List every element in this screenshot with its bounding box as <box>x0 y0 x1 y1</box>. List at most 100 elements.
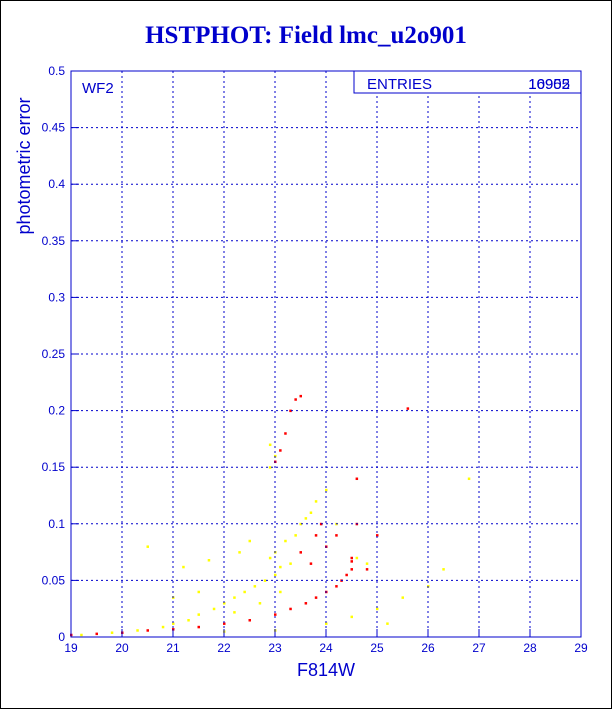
series-1-point-3 <box>146 629 149 632</box>
series-1-point-8 <box>274 613 277 616</box>
series-0-point-39 <box>350 615 353 619</box>
series-0-point-48 <box>233 611 236 614</box>
series-0-point-2 <box>136 629 139 632</box>
series-0-point-3 <box>161 625 165 629</box>
series-0-point-4 <box>172 622 175 625</box>
y-tick-label-10: 0.5 <box>48 64 65 78</box>
y-tick-label-7: 0.35 <box>42 234 66 248</box>
panel-label: WF2 <box>82 80 114 97</box>
scatter-points-layer <box>70 394 471 637</box>
ticks-layer: 19 20 21 22 23 24 25 26 27 28 29 0 0.05 0.1 0.15 0.2 0.2… <box>42 64 588 655</box>
x-tick-label-2: 21 <box>166 641 180 655</box>
series-1-point-27 <box>350 556 353 560</box>
series-0-point-13 <box>274 573 277 577</box>
series-0-point-6 <box>197 613 200 616</box>
series-0-point-45 <box>386 622 389 625</box>
series-0-point-31 <box>314 500 318 503</box>
series-0-point-9 <box>233 596 236 599</box>
series-0-point-22 <box>309 511 313 514</box>
y-tick-label-1: 0.05 <box>42 573 66 587</box>
series-0-point-41 <box>401 596 404 599</box>
x-tick-label-6: 25 <box>370 641 384 655</box>
series-1-point-16 <box>350 568 353 571</box>
y-tick-label-3: 0.15 <box>42 460 66 474</box>
y-tick-label-4: 0.2 <box>48 404 65 418</box>
series-0-point-19 <box>294 534 297 537</box>
series-1-point-7 <box>248 619 251 622</box>
series-0-point-29 <box>238 551 241 554</box>
series-0-point-14 <box>279 565 282 569</box>
series-0-point-16 <box>268 556 272 560</box>
series-0-point-32 <box>325 488 328 492</box>
x-tick-label-4: 23 <box>268 641 282 655</box>
series-1-point-31 <box>299 551 302 554</box>
series-0-point-21 <box>304 517 308 520</box>
series-0-point-7 <box>212 607 216 611</box>
series-1-point-6 <box>223 622 226 625</box>
series-1-point-33 <box>355 477 359 481</box>
series-0-point-15 <box>289 562 292 565</box>
y-tick-label-5: 0.25 <box>42 347 66 361</box>
series-0-point-8 <box>223 602 226 605</box>
series-1-point-32 <box>309 562 313 565</box>
grid-layer <box>71 71 581 637</box>
series-1-point-20 <box>284 432 287 435</box>
series-0-point-40 <box>376 607 379 611</box>
series-1-point-11 <box>314 596 318 599</box>
series-0-point-44 <box>467 477 471 481</box>
series-0-point-28 <box>207 559 211 562</box>
series-1-point-13 <box>335 585 338 588</box>
x-tick-label-5: 24 <box>319 641 333 655</box>
series-0-point-35 <box>365 562 369 565</box>
series-0-point-47 <box>197 590 200 594</box>
series-0-point-30 <box>248 539 251 543</box>
y-tick-label-2: 0.1 <box>48 517 65 531</box>
series-0-point-43 <box>442 568 445 571</box>
series-0-point-12 <box>263 579 267 582</box>
y-tick-label-6: 0.3 <box>48 290 65 304</box>
x-tick-label-10: 29 <box>574 641 588 655</box>
x-tick-label-8: 27 <box>472 641 486 655</box>
series-1-point-21 <box>289 409 292 413</box>
series-1-point-10 <box>304 602 308 605</box>
y-tick-label-0: 0 <box>58 630 65 644</box>
series-1-point-9 <box>289 607 292 611</box>
stats-entries-value-2: 10952 <box>528 76 570 93</box>
series-1-point-5 <box>197 625 200 629</box>
series-1-point-24 <box>314 534 318 537</box>
series-1-point-15 <box>345 573 348 577</box>
series-0-point-11 <box>253 585 257 588</box>
series-1-point-22 <box>294 398 297 401</box>
series-1-point-19 <box>279 449 282 452</box>
x-tick-label-1: 20 <box>115 641 129 655</box>
y-tick-label-9: 0.45 <box>42 121 66 135</box>
x-tick-label-3: 22 <box>217 641 231 655</box>
series-0-point-10 <box>243 590 246 594</box>
series-0-point-49 <box>258 602 262 605</box>
series-1-point-1 <box>95 632 98 636</box>
series-0-point-18 <box>284 539 287 543</box>
series-0-point-20 <box>299 522 302 526</box>
x-tick-label-7: 26 <box>421 641 435 655</box>
stats-entries-label: ENTRIES <box>367 76 432 93</box>
series-1-point-17 <box>350 560 353 563</box>
stats-box: ENTRIES 16905 10952 <box>353 70 582 94</box>
series-1-point-30 <box>406 407 410 410</box>
series-0-point-27 <box>146 545 149 548</box>
series-0-point-50 <box>279 590 282 594</box>
series-1-point-28 <box>365 568 369 571</box>
y-tick-label-8: 0.4 <box>48 177 65 191</box>
chart-title: HSTPHOT: Field lmc_u2o901 <box>145 22 467 49</box>
x-axis-label: F814W <box>297 660 355 680</box>
series-0-point-0 <box>80 633 83 637</box>
x-tick-label-0: 19 <box>64 641 78 655</box>
series-1-point-29 <box>376 534 379 537</box>
series-0-point-5 <box>187 619 190 622</box>
series-1-point-26 <box>335 534 338 537</box>
series-0-point-1 <box>110 631 114 634</box>
series-0-point-38 <box>325 622 328 625</box>
series-0-point-23 <box>268 466 272 469</box>
series-1-point-23 <box>299 394 302 398</box>
series-0-point-34 <box>355 556 359 560</box>
